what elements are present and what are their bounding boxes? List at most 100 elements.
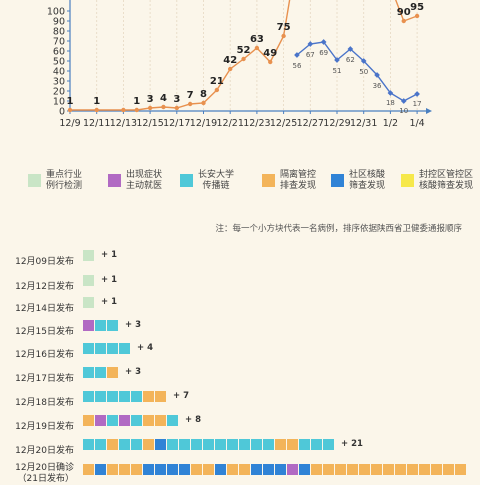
- case-square: [95, 343, 106, 354]
- case-square: [119, 464, 130, 475]
- case-square: [119, 439, 130, 450]
- data-label: 62: [346, 56, 355, 64]
- y-tick-label: 30: [53, 77, 65, 88]
- legend-label: 出现症状 主动就医: [126, 170, 163, 191]
- data-label: 7: [187, 90, 194, 101]
- data-point: [387, 90, 394, 96]
- legend-item: 隔离管控 排查发现: [262, 170, 316, 192]
- data-label: 4: [160, 93, 167, 104]
- data-point: [94, 107, 99, 113]
- case-square: [131, 439, 142, 450]
- case-square: [155, 464, 166, 475]
- case-square: [335, 464, 346, 475]
- case-square: [155, 439, 166, 450]
- data-point: [374, 72, 380, 78]
- case-squares: + 7: [83, 391, 189, 402]
- data-point: [414, 91, 420, 97]
- x-tick-label: 12/17: [163, 118, 190, 129]
- legend-label: 封控区管控区 核酸筛查发现: [419, 170, 474, 191]
- case-square: [107, 391, 118, 402]
- data-point: [401, 18, 406, 24]
- data-label: 67: [306, 51, 315, 59]
- case-square: [155, 415, 166, 426]
- legend: 重点行业 例行检测 出现症状 主动就医 长安大学 传播链 隔离管控 排查发现 社区核酸 筛查发现 封…: [0, 170, 480, 210]
- case-square: [95, 415, 106, 426]
- case-row: 12月20日发布 + 21: [0, 439, 480, 459]
- case-square: [107, 320, 118, 331]
- case-squares: + 4: [83, 343, 153, 354]
- case-square: [431, 464, 442, 475]
- case-square: [227, 464, 238, 475]
- case-square: [83, 320, 94, 331]
- data-point: [174, 105, 179, 111]
- row-date-label: 12月19日发布: [15, 422, 74, 432]
- case-square: [83, 439, 94, 450]
- data-point: [134, 107, 139, 113]
- legend-swatch: [108, 174, 121, 187]
- case-row: 12月16日发布 + 4: [0, 343, 480, 363]
- legend-swatch: [401, 174, 414, 187]
- case-square: [167, 464, 178, 475]
- case-square: [167, 439, 178, 450]
- case-square: [155, 391, 166, 402]
- data-point: [161, 104, 166, 110]
- data-label: 42: [223, 55, 237, 66]
- data-point: [214, 87, 220, 93]
- x-tick-label: 12/27: [297, 118, 324, 129]
- case-square: [83, 250, 94, 261]
- case-square: [179, 439, 190, 450]
- legend-swatch: [180, 174, 193, 187]
- row-date-label: 12月12日发布: [15, 282, 74, 292]
- data-label: 17: [413, 100, 422, 108]
- x-tick-label: 12/25: [270, 118, 297, 129]
- row-count: + 3: [125, 367, 141, 377]
- data-point: [228, 66, 233, 72]
- case-row: 12月18日发布 + 7: [0, 391, 480, 411]
- case-square: [227, 439, 238, 450]
- case-square: [83, 391, 94, 402]
- case-row: 12月12日发布 + 1: [0, 275, 480, 295]
- legend-label: 重点行业 例行检测: [46, 170, 83, 191]
- legend-label: 隔离管控 排查发现: [280, 170, 317, 191]
- case-square: [311, 439, 322, 450]
- case-squares: [83, 464, 467, 475]
- case-square: [203, 464, 214, 475]
- data-point: [281, 33, 286, 39]
- case-square: [215, 439, 226, 450]
- data-point: [121, 107, 126, 113]
- data-point: [187, 101, 193, 107]
- case-row: 12月15日发布 + 3: [0, 320, 480, 340]
- case-square: [299, 464, 310, 475]
- data-label: 1: [93, 96, 100, 107]
- case-square: [443, 464, 454, 475]
- data-label: 49: [263, 48, 277, 59]
- case-square: [251, 439, 262, 450]
- y-tick-label: 20: [53, 87, 65, 98]
- row-date-label: 12月16日发布: [15, 350, 74, 360]
- case-square: [107, 464, 118, 475]
- case-square: [119, 391, 130, 402]
- y-tick-label: 60: [53, 47, 65, 58]
- x-tick-label: 12/21: [217, 118, 244, 129]
- legend-swatch: [262, 174, 275, 187]
- data-label: 90: [397, 7, 411, 18]
- case-square: [143, 464, 154, 475]
- data-point: [241, 56, 246, 62]
- data-label: 36: [373, 82, 382, 90]
- case-square: [95, 439, 106, 450]
- row-count: + 8: [185, 415, 201, 425]
- data-label: 69: [319, 49, 328, 57]
- case-row: 12月09日发布 + 1: [0, 250, 480, 270]
- row-date-label: 12月09日发布: [15, 257, 74, 267]
- case-square: [95, 320, 106, 331]
- legend-label: 社区核酸 筛查发现: [349, 170, 386, 191]
- case-squares: + 1: [83, 275, 117, 286]
- data-point: [201, 100, 206, 106]
- case-square: [287, 464, 298, 475]
- data-label: 18: [386, 99, 395, 107]
- y-tick-label: 100: [47, 7, 65, 18]
- data-label: 75: [277, 22, 291, 33]
- case-square: [359, 464, 370, 475]
- x-axis-arrow: [426, 108, 432, 114]
